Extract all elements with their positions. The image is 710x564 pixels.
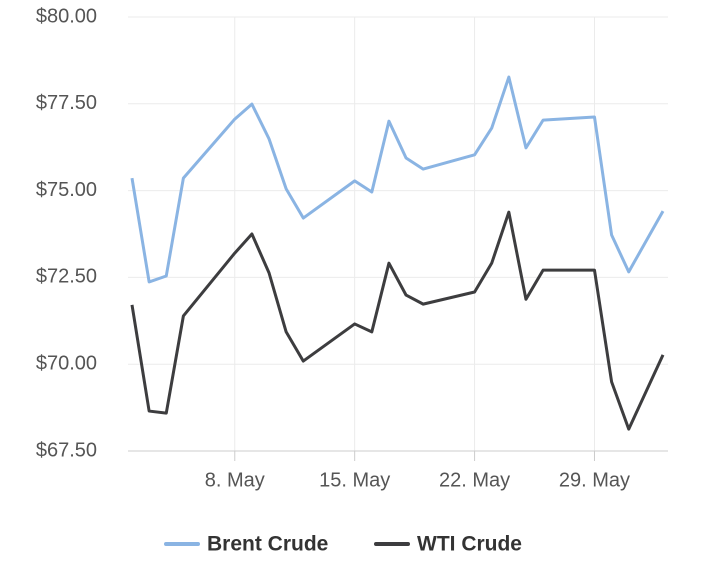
y-tick-label: $67.50 bbox=[36, 439, 97, 461]
series-line bbox=[130, 75, 665, 284]
series-line bbox=[130, 210, 665, 431]
x-tick-label: 8. May bbox=[205, 469, 265, 491]
y-tick-label: $72.50 bbox=[36, 266, 97, 288]
x-tick-label: 15. May bbox=[319, 469, 390, 491]
legend-label: Brent Crude bbox=[207, 533, 328, 556]
legend-item: Brent Crude bbox=[164, 533, 328, 556]
x-tick-label: 29. May bbox=[559, 469, 630, 491]
legend-label: WTI Crude bbox=[417, 533, 522, 556]
y-tick-label: $75.00 bbox=[36, 179, 97, 201]
y-tick-label: $80.00 bbox=[36, 5, 97, 27]
legend-item: WTI Crude bbox=[374, 533, 522, 556]
y-tick-label: $77.50 bbox=[36, 92, 97, 114]
y-tick-label: $70.00 bbox=[36, 352, 97, 374]
x-tick-label: 22. May bbox=[439, 469, 510, 491]
